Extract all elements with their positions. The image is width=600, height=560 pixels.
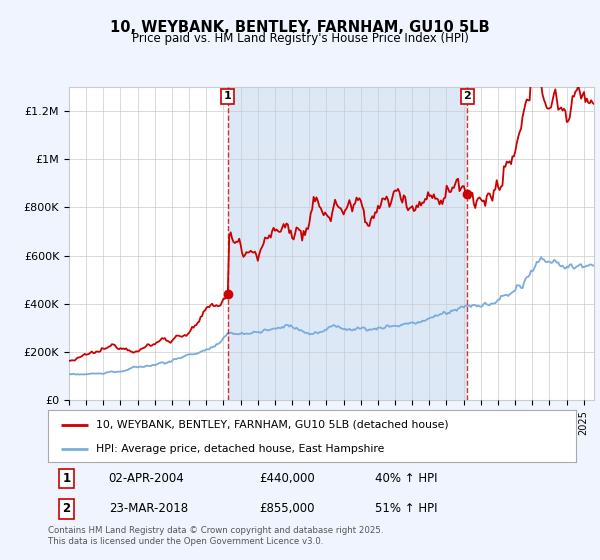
Text: 1: 1: [62, 472, 71, 485]
Text: 2: 2: [464, 91, 471, 101]
Text: 1: 1: [224, 91, 232, 101]
Text: 02-APR-2004: 02-APR-2004: [109, 472, 184, 485]
Bar: [228, 87, 467, 400]
Text: £855,000: £855,000: [259, 502, 315, 515]
Text: HPI: Average price, detached house, East Hampshire: HPI: Average price, detached house, East…: [95, 444, 384, 454]
Text: 10, WEYBANK, BENTLEY, FARNHAM, GU10 5LB: 10, WEYBANK, BENTLEY, FARNHAM, GU10 5LB: [110, 20, 490, 35]
Text: Contains HM Land Registry data © Crown copyright and database right 2025.
This d: Contains HM Land Registry data © Crown c…: [48, 526, 383, 546]
Text: 40% ↑ HPI: 40% ↑ HPI: [376, 472, 438, 485]
Text: 51% ↑ HPI: 51% ↑ HPI: [376, 502, 438, 515]
Text: 23-MAR-2018: 23-MAR-2018: [109, 502, 188, 515]
Text: 10, WEYBANK, BENTLEY, FARNHAM, GU10 5LB (detached house): 10, WEYBANK, BENTLEY, FARNHAM, GU10 5LB …: [95, 420, 448, 430]
Text: 2: 2: [62, 502, 71, 515]
Text: £440,000: £440,000: [259, 472, 315, 485]
Text: Price paid vs. HM Land Registry's House Price Index (HPI): Price paid vs. HM Land Registry's House …: [131, 32, 469, 45]
